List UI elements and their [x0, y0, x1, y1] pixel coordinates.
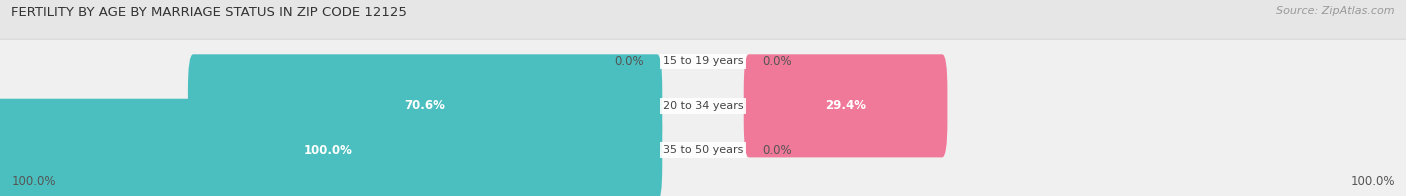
Text: 29.4%: 29.4%: [825, 99, 866, 112]
Text: 0.0%: 0.0%: [762, 144, 792, 157]
Text: 100.0%: 100.0%: [304, 144, 353, 157]
Text: Source: ZipAtlas.com: Source: ZipAtlas.com: [1277, 6, 1395, 16]
Text: 0.0%: 0.0%: [614, 55, 644, 68]
Text: 70.6%: 70.6%: [405, 99, 446, 112]
Text: 100.0%: 100.0%: [11, 175, 56, 188]
Text: FERTILITY BY AGE BY MARRIAGE STATUS IN ZIP CODE 12125: FERTILITY BY AGE BY MARRIAGE STATUS IN Z…: [11, 6, 408, 19]
Text: 15 to 19 years: 15 to 19 years: [662, 56, 744, 66]
FancyBboxPatch shape: [0, 39, 1406, 196]
Text: 35 to 50 years: 35 to 50 years: [662, 145, 744, 155]
Text: 100.0%: 100.0%: [1350, 175, 1395, 188]
FancyBboxPatch shape: [744, 54, 948, 157]
FancyBboxPatch shape: [188, 54, 662, 157]
FancyBboxPatch shape: [0, 0, 1406, 172]
Text: 20 to 34 years: 20 to 34 years: [662, 101, 744, 111]
FancyBboxPatch shape: [0, 99, 662, 196]
Text: 0.0%: 0.0%: [762, 55, 792, 68]
